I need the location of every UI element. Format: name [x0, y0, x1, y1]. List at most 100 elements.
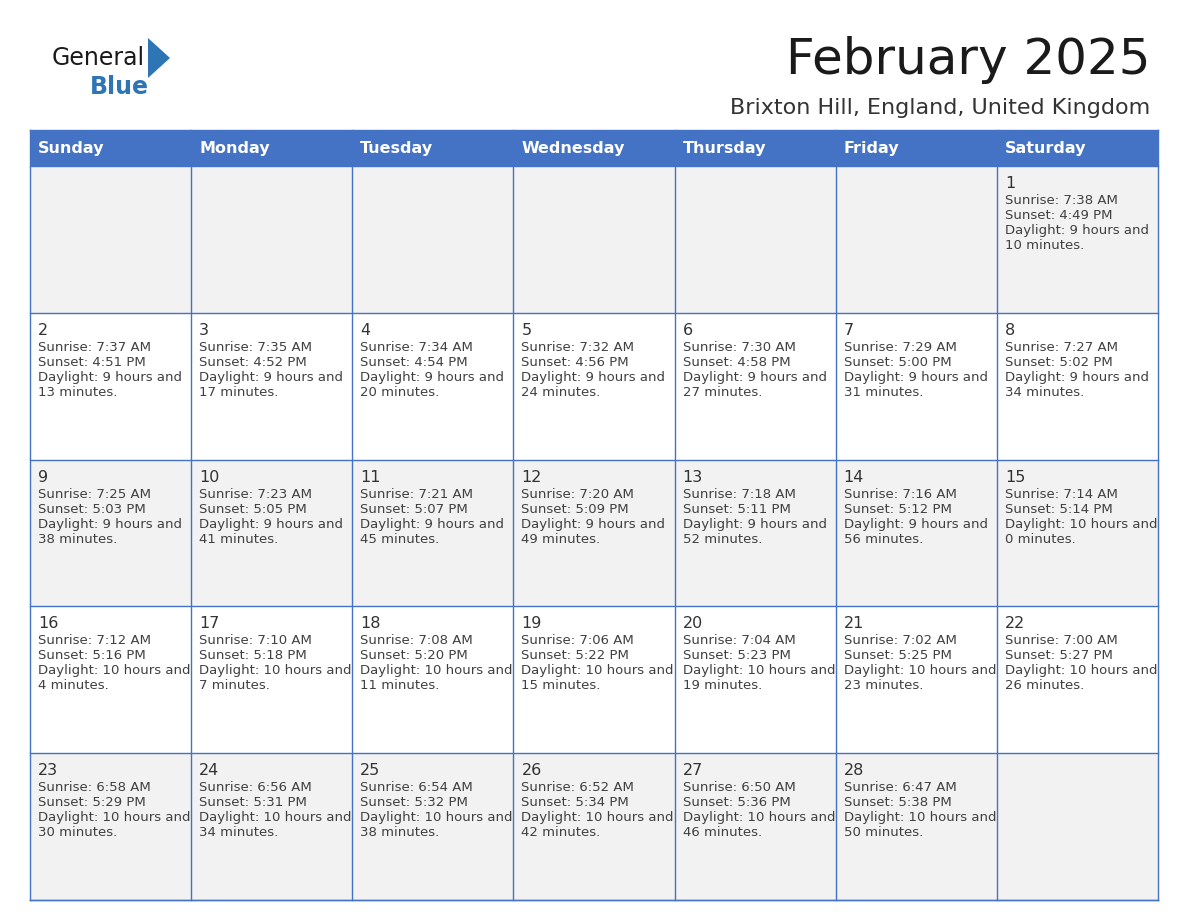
Text: Sunset: 5:27 PM: Sunset: 5:27 PM	[1005, 649, 1113, 663]
Text: Sunrise: 7:37 AM: Sunrise: 7:37 AM	[38, 341, 151, 353]
Text: Daylight: 10 hours and: Daylight: 10 hours and	[1005, 665, 1157, 677]
Text: Daylight: 9 hours and: Daylight: 9 hours and	[38, 518, 182, 531]
Text: Daylight: 9 hours and: Daylight: 9 hours and	[843, 518, 987, 531]
Text: Sunrise: 7:38 AM: Sunrise: 7:38 AM	[1005, 194, 1118, 207]
Text: Sunset: 5:11 PM: Sunset: 5:11 PM	[683, 502, 790, 516]
Bar	[353, 753, 513, 900]
Text: Sunset: 4:56 PM: Sunset: 4:56 PM	[522, 356, 630, 369]
Text: Daylight: 10 hours and: Daylight: 10 hours and	[360, 665, 513, 677]
Text: 30 minutes.: 30 minutes.	[38, 826, 118, 839]
Bar	[513, 607, 675, 753]
Text: Sunrise: 7:29 AM: Sunrise: 7:29 AM	[843, 341, 956, 353]
Text: 7: 7	[843, 323, 854, 338]
Text: Daylight: 10 hours and: Daylight: 10 hours and	[38, 812, 190, 824]
Text: 24 minutes.: 24 minutes.	[522, 386, 601, 398]
Bar	[675, 460, 835, 607]
Text: Sunset: 5:22 PM: Sunset: 5:22 PM	[522, 649, 630, 663]
Text: Sunrise: 7:23 AM: Sunrise: 7:23 AM	[200, 487, 312, 500]
Text: Monday: Monday	[200, 140, 270, 155]
Text: Sunset: 5:16 PM: Sunset: 5:16 PM	[38, 649, 146, 663]
Text: Daylight: 9 hours and: Daylight: 9 hours and	[200, 371, 343, 384]
Text: Sunrise: 7:18 AM: Sunrise: 7:18 AM	[683, 487, 796, 500]
Text: 56 minutes.: 56 minutes.	[843, 532, 923, 545]
Text: Sunrise: 7:06 AM: Sunrise: 7:06 AM	[522, 634, 634, 647]
Text: 49 minutes.: 49 minutes.	[522, 532, 601, 545]
Text: 4 minutes.: 4 minutes.	[38, 679, 109, 692]
Text: Daylight: 9 hours and: Daylight: 9 hours and	[200, 518, 343, 531]
Text: Brixton Hill, England, United Kingdom: Brixton Hill, England, United Kingdom	[729, 98, 1150, 118]
Bar	[30, 313, 191, 460]
Text: 23 minutes.: 23 minutes.	[843, 679, 923, 692]
Text: 41 minutes.: 41 minutes.	[200, 532, 278, 545]
Text: Sunset: 5:14 PM: Sunset: 5:14 PM	[1005, 502, 1113, 516]
Text: Sunset: 5:34 PM: Sunset: 5:34 PM	[522, 796, 630, 809]
Text: Sunset: 5:00 PM: Sunset: 5:00 PM	[843, 356, 952, 369]
Text: 17: 17	[200, 616, 220, 632]
Text: Sunrise: 7:25 AM: Sunrise: 7:25 AM	[38, 487, 151, 500]
Text: 16: 16	[38, 616, 58, 632]
Text: Sunset: 5:12 PM: Sunset: 5:12 PM	[843, 502, 952, 516]
Bar	[997, 753, 1158, 900]
Text: 38 minutes.: 38 minutes.	[38, 532, 118, 545]
Text: Sunrise: 6:56 AM: Sunrise: 6:56 AM	[200, 781, 312, 794]
Text: Daylight: 9 hours and: Daylight: 9 hours and	[360, 371, 504, 384]
Text: Daylight: 9 hours and: Daylight: 9 hours and	[1005, 224, 1149, 237]
Text: 22: 22	[1005, 616, 1025, 632]
Bar	[835, 753, 997, 900]
Text: Sunrise: 7:20 AM: Sunrise: 7:20 AM	[522, 487, 634, 500]
Text: Daylight: 10 hours and: Daylight: 10 hours and	[200, 812, 352, 824]
Text: Daylight: 9 hours and: Daylight: 9 hours and	[360, 518, 504, 531]
Bar	[513, 753, 675, 900]
Text: Sunset: 5:38 PM: Sunset: 5:38 PM	[843, 796, 952, 809]
Text: 46 minutes.: 46 minutes.	[683, 826, 762, 839]
Bar	[675, 166, 835, 313]
Text: 45 minutes.: 45 minutes.	[360, 532, 440, 545]
Text: Wednesday: Wednesday	[522, 140, 625, 155]
Bar	[835, 166, 997, 313]
Text: 24: 24	[200, 763, 220, 778]
Text: Sunrise: 6:58 AM: Sunrise: 6:58 AM	[38, 781, 151, 794]
Text: Sunrise: 7:12 AM: Sunrise: 7:12 AM	[38, 634, 151, 647]
Text: 13 minutes.: 13 minutes.	[38, 386, 118, 398]
Text: Sunrise: 7:04 AM: Sunrise: 7:04 AM	[683, 634, 795, 647]
Polygon shape	[148, 38, 170, 78]
Text: 11 minutes.: 11 minutes.	[360, 679, 440, 692]
Bar	[353, 460, 513, 607]
Bar	[513, 313, 675, 460]
Text: 27: 27	[683, 763, 703, 778]
Text: Daylight: 10 hours and: Daylight: 10 hours and	[38, 665, 190, 677]
Bar	[997, 166, 1158, 313]
Text: Daylight: 10 hours and: Daylight: 10 hours and	[843, 665, 997, 677]
Text: Daylight: 9 hours and: Daylight: 9 hours and	[38, 371, 182, 384]
Text: Daylight: 9 hours and: Daylight: 9 hours and	[522, 518, 665, 531]
Text: 15: 15	[1005, 470, 1025, 485]
Text: 9: 9	[38, 470, 49, 485]
Text: Sunset: 5:09 PM: Sunset: 5:09 PM	[522, 502, 630, 516]
Text: Daylight: 10 hours and: Daylight: 10 hours and	[360, 812, 513, 824]
Text: Sunrise: 7:14 AM: Sunrise: 7:14 AM	[1005, 487, 1118, 500]
Text: 26 minutes.: 26 minutes.	[1005, 679, 1085, 692]
Text: Sunrise: 7:32 AM: Sunrise: 7:32 AM	[522, 341, 634, 353]
Bar	[30, 460, 191, 607]
Bar	[353, 313, 513, 460]
Text: 28: 28	[843, 763, 864, 778]
Text: Sunset: 5:18 PM: Sunset: 5:18 PM	[200, 649, 307, 663]
Bar	[675, 753, 835, 900]
Bar	[191, 753, 353, 900]
Text: 11: 11	[360, 470, 381, 485]
Text: 38 minutes.: 38 minutes.	[360, 826, 440, 839]
Text: Sunset: 5:23 PM: Sunset: 5:23 PM	[683, 649, 790, 663]
Text: Sunset: 4:49 PM: Sunset: 4:49 PM	[1005, 209, 1112, 222]
Text: Sunset: 5:36 PM: Sunset: 5:36 PM	[683, 796, 790, 809]
Text: 52 minutes.: 52 minutes.	[683, 532, 762, 545]
Text: Daylight: 10 hours and: Daylight: 10 hours and	[683, 665, 835, 677]
Text: 31 minutes.: 31 minutes.	[843, 386, 923, 398]
Text: Sunrise: 7:10 AM: Sunrise: 7:10 AM	[200, 634, 312, 647]
Text: Daylight: 10 hours and: Daylight: 10 hours and	[200, 665, 352, 677]
Bar	[30, 130, 1158, 166]
Text: 20 minutes.: 20 minutes.	[360, 386, 440, 398]
Text: Saturday: Saturday	[1005, 140, 1086, 155]
Text: 5: 5	[522, 323, 531, 338]
Text: 10: 10	[200, 470, 220, 485]
Text: 2: 2	[38, 323, 49, 338]
